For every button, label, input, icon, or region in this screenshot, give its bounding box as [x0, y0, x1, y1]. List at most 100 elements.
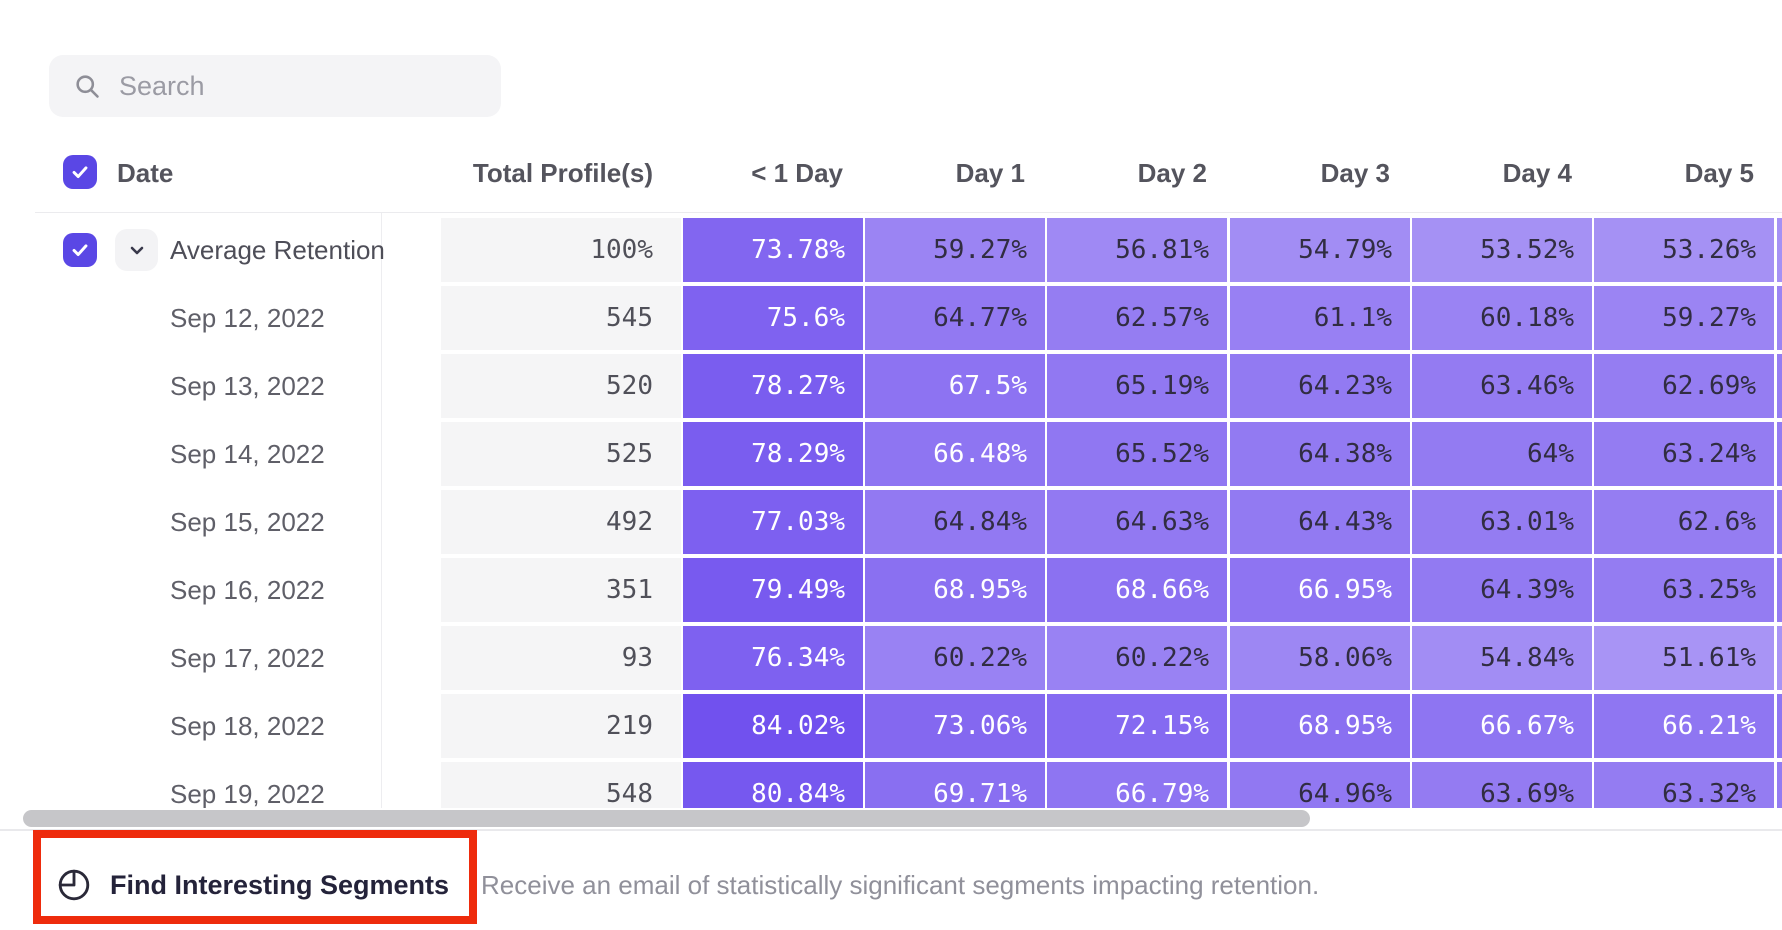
heatmap-cell[interactable]: 63.01% [1412, 490, 1592, 554]
heatmap-cell[interactable]: 68.66% [1047, 558, 1227, 622]
expand-collapse-button[interactable] [115, 229, 158, 271]
heatmap-cell-partial [1777, 354, 1782, 418]
segment-icon [58, 869, 90, 901]
select-all-checkbox[interactable] [63, 155, 97, 189]
heatmap-cell[interactable]: 56.81% [1047, 218, 1227, 282]
heatmap-cell[interactable]: 66.48% [865, 422, 1045, 486]
heatmap-cell[interactable]: 63.32% [1594, 762, 1774, 808]
heatmap-cell[interactable]: 58.06% [1230, 626, 1410, 690]
heatmap-cell[interactable]: 59.27% [1594, 286, 1774, 350]
heatmap-cell[interactable]: 66.95% [1230, 558, 1410, 622]
heatmap-cell[interactable]: 66.79% [1047, 762, 1227, 808]
segments-description: Receive an email of statistically signif… [481, 869, 1320, 900]
total-profiles-cell: 100% [441, 218, 681, 282]
heatmap-cell[interactable]: 62.57% [1047, 286, 1227, 350]
heatmap-cell-partial [1777, 694, 1782, 758]
heatmap-cell-partial [1777, 422, 1782, 486]
column-header-date[interactable]: Date [117, 158, 174, 188]
column-header-day-4[interactable]: Day 4 [1502, 158, 1572, 188]
heatmap-cell[interactable]: 64.39% [1412, 558, 1592, 622]
table-row: Sep 18, 2022 219 84.02% 73.06% 72.15% 68.95% 6… [0, 694, 1782, 758]
heatmap-cell[interactable]: 73.06% [865, 694, 1045, 758]
heatmap-cell[interactable]: 64.23% [1230, 354, 1410, 418]
heatmap-cell[interactable]: 67.5% [865, 354, 1045, 418]
column-header-day-2[interactable]: Day 2 [1137, 158, 1207, 188]
heatmap-cell[interactable]: 72.15% [1047, 694, 1227, 758]
heatmap-cell[interactable]: 65.19% [1047, 354, 1227, 418]
table-row: Sep 13, 2022 520 78.27% 67.5% 65.19% 64.23% 63… [0, 354, 1782, 418]
row-label-average-retention: Average Retention [170, 235, 385, 265]
total-profiles-cell: 351 [441, 558, 681, 622]
heatmap-cell[interactable]: 78.29% [683, 422, 863, 486]
heatmap-cell-partial [1777, 762, 1782, 808]
heatmap-cell[interactable]: 66.67% [1412, 694, 1592, 758]
heatmap-cell[interactable]: 60.22% [1047, 626, 1227, 690]
row-label-date: Sep 17, 2022 [170, 643, 325, 673]
search-input[interactable] [119, 70, 501, 102]
heatmap-cell[interactable]: 60.22% [865, 626, 1045, 690]
chevron-down-icon [130, 246, 143, 255]
row-label-date: Sep 13, 2022 [170, 371, 325, 401]
heatmap-cell[interactable]: 64.38% [1230, 422, 1410, 486]
header-divider [35, 212, 1782, 213]
find-interesting-segments-button[interactable]: Find Interesting Segments [56, 857, 449, 913]
table-row: Sep 12, 2022 545 75.6% 64.77% 62.57% 61.1% 60.… [0, 286, 1782, 350]
footer-divider [0, 829, 1782, 831]
heatmap-cell[interactable]: 80.84% [683, 762, 863, 808]
column-header-day-3[interactable]: Day 3 [1320, 158, 1390, 188]
heatmap-cell[interactable]: 64% [1412, 422, 1592, 486]
heatmap-cell[interactable]: 62.69% [1594, 354, 1774, 418]
heatmap-cell-partial [1777, 558, 1782, 622]
heatmap-cell[interactable]: 79.49% [683, 558, 863, 622]
find-interesting-segments-label: Find Interesting Segments [110, 869, 450, 900]
heatmap-cell[interactable]: 64.43% [1230, 490, 1410, 554]
row-checkbox[interactable] [63, 233, 97, 267]
heatmap-cell[interactable]: 63.24% [1594, 422, 1774, 486]
heatmap-cell[interactable]: 62.6% [1594, 490, 1774, 554]
heatmap-cell[interactable]: 53.26% [1594, 218, 1774, 282]
column-header-total-profiles[interactable]: Total Profile(s) [472, 158, 653, 188]
heatmap-cell-partial [1777, 218, 1782, 282]
column-header-day-1[interactable]: Day 1 [955, 158, 1025, 188]
heatmap-cell[interactable]: 78.27% [683, 354, 863, 418]
heatmap-cell[interactable]: 64.96% [1230, 762, 1410, 808]
heatmap-cell[interactable]: 64.77% [865, 286, 1045, 350]
heatmap-cell[interactable]: 69.71% [865, 762, 1045, 808]
checkmark-icon [72, 244, 88, 257]
heatmap-cell[interactable]: 59.27% [865, 218, 1045, 282]
heatmap-cell[interactable]: 84.02% [683, 694, 863, 758]
heatmap-cell[interactable]: 61.1% [1230, 286, 1410, 350]
table-row: Sep 14, 2022 525 78.29% 66.48% 65.52% 64.38% 6… [0, 422, 1782, 486]
column-header-day-5[interactable]: Day 5 [1684, 158, 1754, 188]
heatmap-cell[interactable]: 77.03% [683, 490, 863, 554]
retention-table: Average Retention 100% 73.78% 59.27% 56.81% 5… [0, 218, 1782, 808]
heatmap-cell[interactable]: 54.84% [1412, 626, 1592, 690]
heatmap-cell[interactable]: 76.34% [683, 626, 863, 690]
row-label-date: Sep 16, 2022 [170, 575, 325, 605]
heatmap-cell[interactable]: 68.95% [1230, 694, 1410, 758]
heatmap-cell[interactable]: 64.63% [1047, 490, 1227, 554]
heatmap-cell[interactable]: 63.69% [1412, 762, 1592, 808]
heatmap-cell-partial [1777, 490, 1782, 554]
heatmap-cell[interactable]: 51.61% [1594, 626, 1774, 690]
heatmap-cell[interactable]: 75.6% [683, 286, 863, 350]
heatmap-cell[interactable]: 60.18% [1412, 286, 1592, 350]
heatmap-cell[interactable]: 66.21% [1594, 694, 1774, 758]
heatmap-cell[interactable]: 63.25% [1594, 558, 1774, 622]
heatmap-cell-partial [1777, 626, 1782, 690]
heatmap-cell[interactable]: 68.95% [865, 558, 1045, 622]
heatmap-cell[interactable]: 54.79% [1230, 218, 1410, 282]
column-header-day-0[interactable]: < 1 Day [751, 158, 843, 188]
heatmap-cell[interactable]: 64.84% [865, 490, 1045, 554]
horizontal-scrollbar-thumb[interactable] [23, 810, 1310, 827]
heatmap-cell[interactable]: 63.46% [1412, 354, 1592, 418]
row-label-date: Sep 14, 2022 [170, 439, 325, 469]
row-label-date: Sep 18, 2022 [170, 711, 325, 741]
heatmap-cell[interactable]: 53.52% [1412, 218, 1592, 282]
heatmap-cell[interactable]: 65.52% [1047, 422, 1227, 486]
total-profiles-cell: 520 [441, 354, 681, 418]
heatmap-cell-partial [1777, 286, 1782, 350]
total-profiles-cell: 492 [441, 490, 681, 554]
heatmap-cell[interactable]: 73.78% [683, 218, 863, 282]
